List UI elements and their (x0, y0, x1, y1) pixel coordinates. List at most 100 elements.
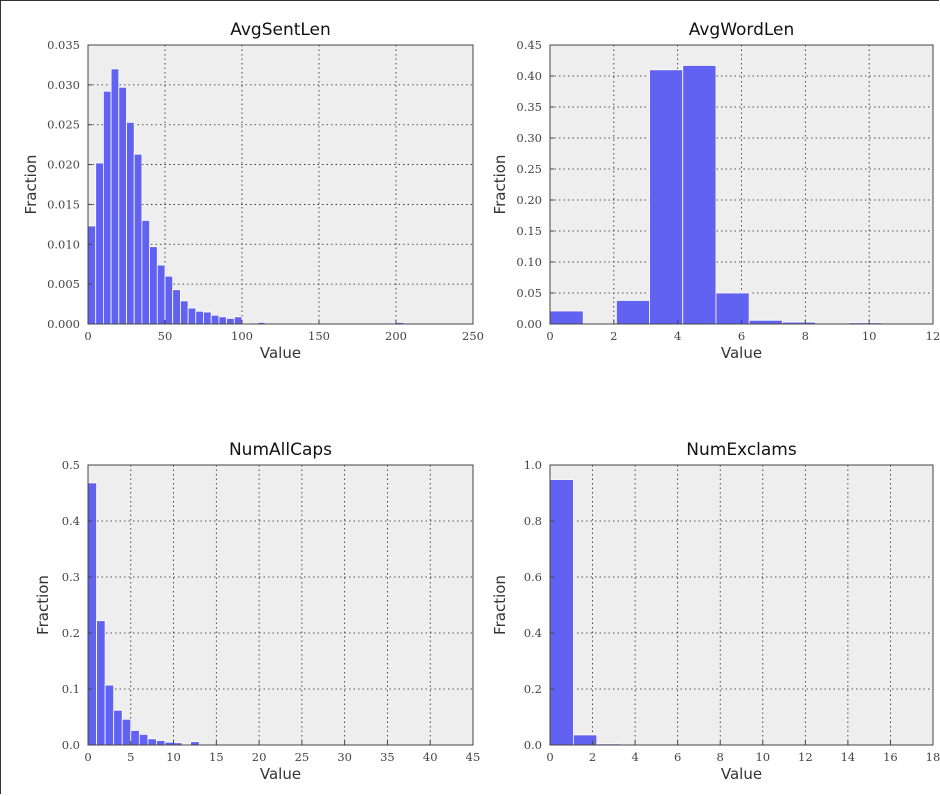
x-tick-label: 8 (802, 329, 809, 343)
x-tick-label: 45 (466, 750, 481, 764)
x-axis-label: Value (721, 765, 762, 783)
histogram-bar (549, 310, 584, 325)
x-tick-label: 0 (84, 329, 91, 343)
x-tick-label: 100 (231, 329, 253, 343)
histogram-bar (172, 289, 181, 325)
x-axis-label: Value (260, 344, 301, 362)
y-axis-label: Fraction (34, 575, 52, 635)
x-axis-label: Value (721, 344, 762, 362)
histogram-bar (748, 319, 783, 325)
x-tick-label: 5 (127, 750, 134, 764)
y-tick-label: 0.030 (47, 78, 80, 92)
y-axis-label: Fraction (491, 155, 509, 215)
x-tick-label: 10 (166, 750, 181, 764)
x-tick-label: 40 (423, 750, 438, 764)
y-axis-label: Fraction (22, 155, 40, 215)
y-tick-label: 0.4 (524, 626, 542, 640)
histogram-bar (210, 314, 220, 325)
chart-panel-numallcaps: 0 5 10 15 20 25 30 35 40 45 0.0 0.1 0.2 0.3 0.4 0.5 NumA… (34, 440, 480, 783)
histogram-bar (549, 479, 574, 746)
histogram-bar (682, 65, 717, 325)
y-tick-label: 0.00 (516, 317, 542, 331)
histogram-bar (615, 300, 650, 325)
y-tick-label: 0.020 (47, 158, 80, 172)
plot-frame (549, 464, 934, 746)
x-tick-label: 6 (674, 750, 681, 764)
x-tick-label: 35 (380, 750, 395, 764)
x-tick-label: 15 (209, 750, 224, 764)
x-tick-label: 50 (158, 329, 173, 343)
x-tick-label: 6 (738, 329, 745, 343)
x-tick-label: 0 (84, 750, 91, 764)
x-tick-label: 25 (295, 750, 310, 764)
x-tick-label: 2 (610, 329, 617, 343)
x-tick-label: 4 (674, 329, 681, 343)
y-tick-label: 0.40 (516, 69, 542, 83)
histogram-bar (233, 316, 243, 325)
y-tick-label: 0.35 (516, 100, 542, 114)
y-tick-label: 0.30 (516, 131, 542, 145)
histogram-bar (130, 730, 140, 746)
histogram-bar (179, 300, 189, 325)
histogram-bar (715, 292, 750, 325)
y-tick-label: 0.025 (47, 118, 80, 132)
histogram-bar (195, 310, 204, 325)
histogram-bar (121, 718, 132, 746)
histogram-bar (141, 219, 150, 325)
x-tick-label: 2 (589, 750, 596, 764)
chart-title: NumAllCaps (229, 440, 332, 460)
histogram-bar (190, 741, 200, 746)
histogram-bar (149, 246, 158, 325)
y-tick-label: 0.2 (62, 626, 80, 640)
plot-area (549, 464, 934, 746)
y-tick-label: 0.035 (47, 38, 80, 52)
histogram-bar (573, 734, 598, 746)
chart-title: NumExclams (686, 440, 797, 460)
histogram-bar (126, 121, 135, 325)
histogram-bar (87, 482, 97, 746)
x-tick-label: 16 (883, 750, 898, 764)
x-tick-label: 0 (546, 750, 553, 764)
x-tick-label: 0 (546, 329, 553, 343)
x-tick-label: 10 (862, 329, 877, 343)
y-tick-label: 0.05 (516, 286, 542, 300)
histogram-bar (156, 264, 166, 325)
chart-panel-avgsentlen: 0 50 100 150 200 250 0.000 0.005 0.010 0.015 0.020… (22, 20, 484, 362)
histogram-bar (203, 311, 212, 325)
histogram-bar (87, 225, 97, 325)
y-tick-label: 0.0 (62, 738, 80, 752)
y-tick-label: 0.2 (524, 682, 542, 696)
y-tick-label: 0.5 (62, 458, 80, 472)
y-tick-label: 0.10 (516, 255, 542, 269)
x-tick-label: 20 (252, 750, 267, 764)
y-tick-label: 0.4 (62, 514, 80, 528)
x-tick-label: 30 (337, 750, 352, 764)
y-tick-label: 0.1 (62, 682, 80, 696)
histogram-bar (156, 740, 166, 746)
histogram-bar (103, 90, 112, 325)
chart-panel-numexclams: 0 2 4 6 8 10 12 14 16 18 0.0 0.2 0.4 0.6 0.8 1.0 NumExcl… (491, 440, 940, 783)
y-tick-label: 0.8 (524, 514, 542, 528)
x-tick-label: 10 (755, 750, 770, 764)
histogram-bar (649, 69, 684, 325)
histogram-bar (147, 738, 157, 746)
y-tick-label: 0.25 (516, 162, 542, 176)
histogram-bar (226, 318, 235, 325)
y-tick-label: 0.20 (516, 193, 542, 207)
x-tick-label: 12 (926, 329, 940, 343)
x-tick-label: 18 (926, 750, 940, 764)
x-axis-label: Value (260, 765, 301, 783)
chart-title: AvgWordLen (689, 20, 795, 40)
histogram-bar (187, 307, 197, 325)
chart-title: AvgSentLen (230, 20, 331, 40)
histogram-bar (110, 68, 120, 325)
y-tick-label: 0.015 (47, 197, 80, 211)
histogram-bar (133, 153, 143, 325)
y-tick-label: 0.6 (524, 570, 542, 584)
plot-frame (87, 464, 474, 746)
y-axis-label: Fraction (491, 575, 509, 635)
x-tick-label: 250 (462, 329, 484, 343)
histogram-bar (164, 275, 174, 325)
y-tick-label: 0.3 (62, 570, 80, 584)
x-tick-label: 14 (841, 750, 856, 764)
